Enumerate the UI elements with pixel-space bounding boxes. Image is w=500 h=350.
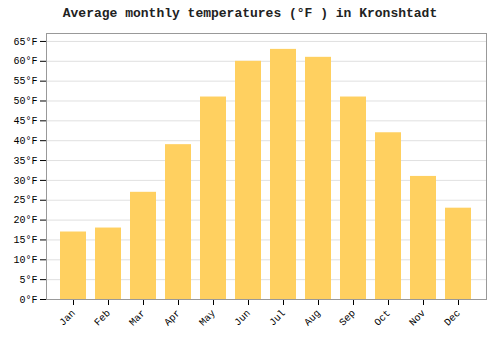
svg-text:10°F: 10°F xyxy=(13,255,37,266)
svg-text:45°F: 45°F xyxy=(13,116,37,127)
svg-text:5°F: 5°F xyxy=(19,275,37,286)
html-text:Average monthly temperatures (: Average monthly temperatures (°F ) in Kr… xyxy=(62,6,438,21)
svg-text:Nov: Nov xyxy=(407,308,428,329)
svg-text:35°F: 35°F xyxy=(13,156,37,167)
svg-text:50°F: 50°F xyxy=(13,96,37,107)
svg-text:30°F: 30°F xyxy=(13,176,37,187)
svg-text:Dec: Dec xyxy=(442,308,463,329)
svg-text:25°F: 25°F xyxy=(13,195,37,206)
svg-text:0°F: 0°F xyxy=(19,295,37,306)
svg-text:Feb: Feb xyxy=(92,308,113,329)
svg-text:40°F: 40°F xyxy=(13,136,37,147)
svg-text:Jan: Jan xyxy=(57,308,78,329)
svg-text:Apr: Apr xyxy=(162,308,183,329)
svg-text:65°F: 65°F xyxy=(13,37,37,48)
svg-text:Jul: Jul xyxy=(267,308,288,329)
svg-text:Jun: Jun xyxy=(232,308,253,329)
svg-text:Mar: Mar xyxy=(127,308,148,329)
svg-text:15°F: 15°F xyxy=(13,235,37,246)
svg-text:May: May xyxy=(197,308,218,329)
svg-text:20°F: 20°F xyxy=(13,215,37,226)
svg-text:Sep: Sep xyxy=(337,308,358,329)
svg-text:Aug: Aug xyxy=(302,308,323,329)
svg-text:Oct: Oct xyxy=(372,308,393,329)
svg-text:60°F: 60°F xyxy=(13,56,37,67)
svg-text:55°F: 55°F xyxy=(13,76,37,87)
